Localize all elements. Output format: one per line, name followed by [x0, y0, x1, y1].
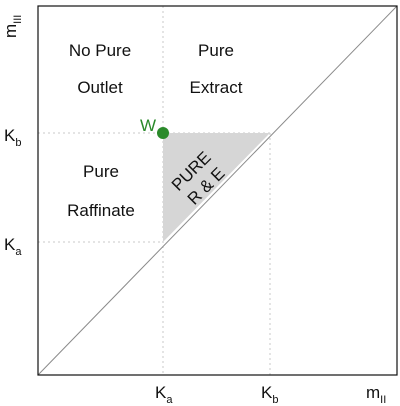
x-axis-label-base: m: [366, 383, 380, 402]
x-tick-kb-sub: b: [272, 394, 278, 406]
plot-frame: [37, 5, 398, 376]
y-tick-ka-sub: a: [15, 246, 22, 258]
x-tick-kb-base: K: [261, 383, 273, 402]
x-axis-label: mII: [366, 383, 386, 406]
region-pure-raffinate-line2: Raffinate: [67, 201, 135, 220]
y-axis-label: mIII: [1, 15, 24, 38]
x-tick-kb: Kb: [261, 383, 278, 406]
svg-text:mIII: mIII: [1, 15, 24, 38]
diagonal-line: [37, 5, 398, 376]
x-tick-ka-base: K: [155, 383, 167, 402]
y-tick-ka: Ka: [4, 235, 22, 258]
x-axis-label-sub: II: [380, 394, 386, 406]
y-tick-kb: Kb: [4, 126, 21, 149]
x-tick-ka-sub: a: [166, 394, 173, 406]
point-w-marker: [157, 127, 169, 139]
y-axis-label-sub: III: [12, 15, 24, 24]
y-tick-ka-base: K: [4, 235, 16, 254]
y-tick-kb-base: K: [4, 126, 16, 145]
region-pure-extract-line2: Extract: [190, 78, 243, 97]
pure-re-triangle: [163, 133, 270, 242]
y-axis-label-base: m: [1, 24, 20, 38]
x-tick-ka: Ka: [155, 383, 173, 406]
region-no-pure-outlet-line2: Outlet: [77, 78, 123, 97]
region-pure-extract-line1: Pure: [198, 41, 234, 60]
y-tick-kb-sub: b: [15, 137, 21, 149]
point-w-label: W: [140, 116, 156, 135]
region-no-pure-outlet-line1: No Pure: [69, 41, 131, 60]
region-pure-raffinate-line1: Pure: [83, 162, 119, 181]
